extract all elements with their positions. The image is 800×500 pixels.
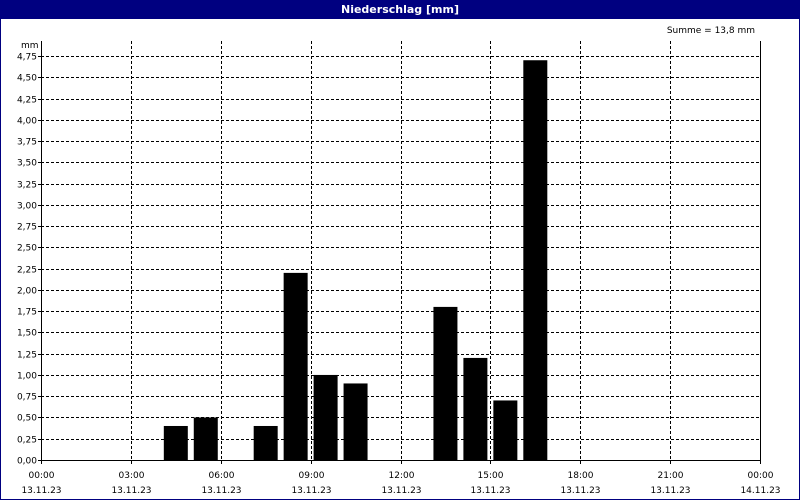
y-tick-label: 0,00 [17, 457, 37, 467]
chart-title: Niederschlag [mm] [1, 1, 799, 19]
precipitation-bar [493, 400, 518, 460]
y-tick-label: 1,50 [17, 329, 37, 339]
y-tick-label: 0,75 [17, 393, 37, 403]
y-tick-label: 4,75 [17, 53, 37, 63]
y-tick-label: 3,25 [17, 181, 37, 191]
x-tick-time: 09:00 [299, 471, 325, 481]
precipitation-bar [433, 306, 458, 460]
x-tick-time: 12:00 [389, 471, 415, 481]
x-tick-time: 18:00 [568, 471, 594, 481]
x-tick-date: 13.11.23 [201, 486, 241, 496]
y-tick-label: 4,00 [17, 117, 37, 127]
x-tick-date: 13.11.23 [470, 486, 510, 496]
x-tick-time: 15:00 [478, 471, 504, 481]
y-tick-label: 0,50 [17, 414, 37, 424]
x-tick-time: 00:00 [748, 471, 774, 481]
precipitation-bar [163, 425, 188, 460]
y-tick-label: 3,75 [17, 138, 37, 148]
y-tick-label: 0,25 [17, 436, 37, 446]
x-tick-time: 00:00 [29, 471, 55, 481]
y-axis-unit: mm [21, 41, 39, 51]
y-tick-label: 3,50 [17, 159, 37, 169]
x-tick-time: 06:00 [209, 471, 235, 481]
y-tick-label: 3,00 [17, 202, 37, 212]
precipitation-bar [193, 417, 218, 460]
y-tick-label: 4,50 [17, 74, 37, 84]
y-tick-label: 1,75 [17, 308, 37, 318]
sum-label: Summe = 13,8 mm [666, 26, 755, 36]
y-tick-label: 2,50 [17, 244, 37, 254]
precipitation-bar [283, 272, 308, 460]
y-tick-label: 1,25 [17, 351, 37, 361]
x-tick-date: 13.11.23 [560, 486, 600, 496]
x-tick-time: 03:00 [119, 471, 145, 481]
x-tick-date: 13.11.23 [381, 486, 421, 496]
precipitation-bar [523, 60, 548, 461]
y-tick-label: 2,75 [17, 223, 37, 233]
x-tick-date: 13.11.23 [21, 486, 61, 496]
y-tick-label: 2,00 [17, 287, 37, 297]
x-tick-date: 13.11.23 [291, 486, 331, 496]
x-tick-time: 21:00 [658, 471, 684, 481]
precipitation-bar [463, 357, 488, 460]
precipitation-bar [313, 374, 338, 460]
x-tick-date: 13.11.23 [111, 486, 151, 496]
y-tick-label: 1,00 [17, 372, 37, 382]
x-tick-date: 14.11.23 [740, 486, 780, 496]
y-tick-label: 2,25 [17, 266, 37, 276]
precipitation-bar [253, 425, 278, 460]
x-tick-date: 13.11.23 [650, 486, 690, 496]
y-tick-label: 4,25 [17, 96, 37, 106]
precipitation-bar [343, 383, 368, 460]
